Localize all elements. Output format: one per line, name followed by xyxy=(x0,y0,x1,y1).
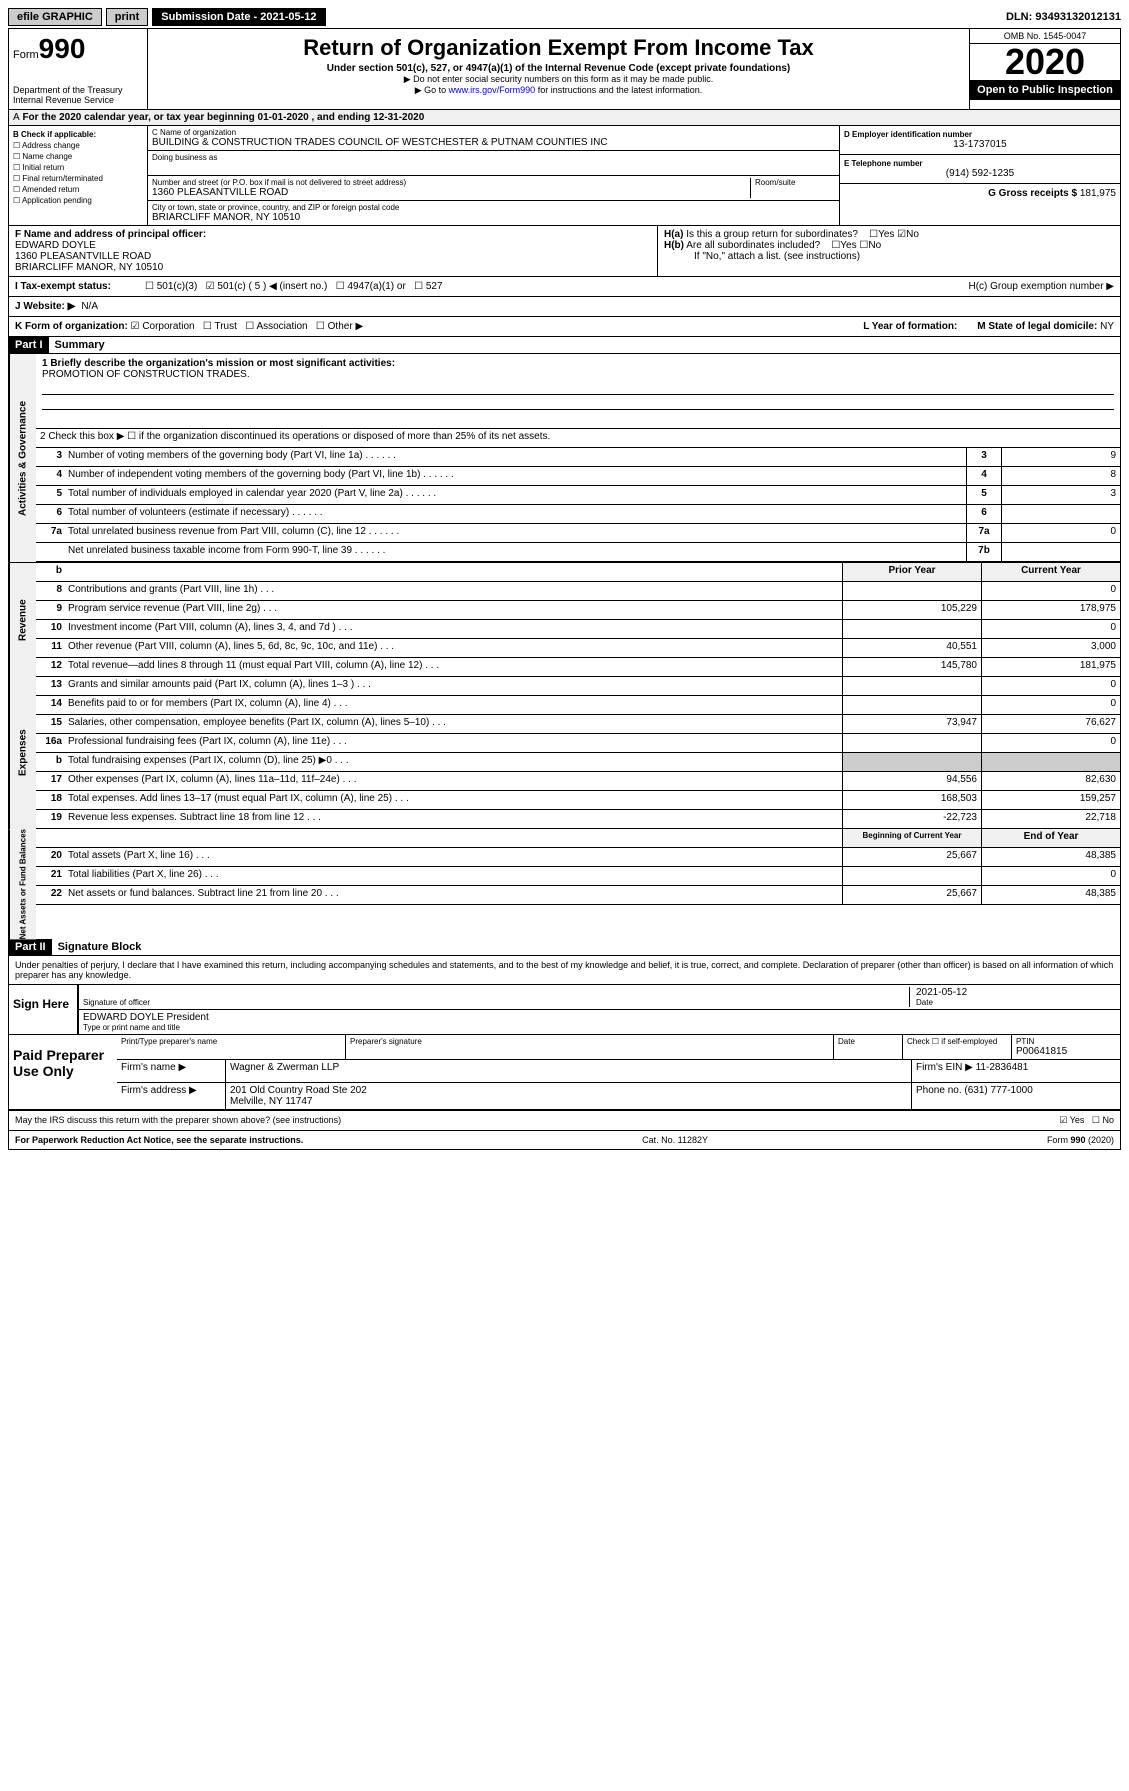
subtitle-2: ▶ Do not enter social security numbers o… xyxy=(152,74,965,85)
ptin: P00641815 xyxy=(1016,1046,1116,1057)
sign-date: 2021-05-12 xyxy=(916,987,1116,998)
summary-row: 13Grants and similar amounts paid (Part … xyxy=(36,677,1120,696)
ein-value: 13-1737015 xyxy=(844,139,1116,150)
summary-row: 20Total assets (Part X, line 16) . . .25… xyxy=(36,848,1120,867)
check-applicable: B Check if applicable: ☐ Address change … xyxy=(9,126,148,225)
officer-name: EDWARD DOYLE xyxy=(15,240,651,251)
irs-link[interactable]: www.irs.gov/Form990 xyxy=(449,85,536,95)
summary-row: 9Program service revenue (Part VIII, lin… xyxy=(36,601,1120,620)
summary-row: 12Total revenue—add lines 8 through 11 (… xyxy=(36,658,1120,677)
form-number: Form990 xyxy=(13,33,143,65)
efile-label: efile GRAPHIC xyxy=(8,8,102,26)
firm-phone: (631) 777-1000 xyxy=(964,1085,1032,1096)
summary-row: 3Number of voting members of the governi… xyxy=(36,448,1120,467)
vert-expenses: Expenses xyxy=(9,677,36,829)
subtitle-3: ▶ Go to www.irs.gov/Form990 for instruct… xyxy=(152,85,965,96)
subtitle-1: Under section 501(c), 527, or 4947(a)(1)… xyxy=(152,63,965,74)
org-city: BRIARCLIFF MANOR, NY 10510 xyxy=(152,212,835,223)
footer-right: Form 990 (2020) xyxy=(1047,1135,1114,1145)
phone-value: (914) 592-1235 xyxy=(844,168,1116,179)
paid-preparer-label: Paid Preparer Use Only xyxy=(9,1035,117,1109)
h-c: H(c) Group exemption number ▶ xyxy=(968,281,1114,292)
summary-row: 14Benefits paid to or for members (Part … xyxy=(36,696,1120,715)
period-row: A For the 2020 calendar year, or tax yea… xyxy=(9,110,1120,126)
h-b: H(b) Are all subordinates included? ☐Yes… xyxy=(664,240,1114,251)
summary-row: 15Salaries, other compensation, employee… xyxy=(36,715,1120,734)
firm-name: Wagner & Zwerman LLP xyxy=(226,1060,912,1082)
footer-left: For Paperwork Reduction Act Notice, see … xyxy=(15,1135,303,1145)
summary-row: 10Investment income (Part VIII, column (… xyxy=(36,620,1120,639)
summary-row: Net unrelated business taxable income fr… xyxy=(36,543,1120,562)
summary-row: 11Other revenue (Part VIII, column (A), … xyxy=(36,639,1120,658)
perjury-text: Under penalties of perjury, I declare th… xyxy=(9,956,1120,985)
footer-catno: Cat. No. 11282Y xyxy=(642,1135,708,1145)
summary-row: 8Contributions and grants (Part VIII, li… xyxy=(36,582,1120,601)
dln-label: DLN: 93493132012131 xyxy=(1006,11,1121,23)
form-990: Form990 Department of the Treasury Inter… xyxy=(8,28,1121,1150)
summary-row: 22Net assets or fund balances. Subtract … xyxy=(36,886,1120,905)
sign-here: Sign Here xyxy=(9,985,77,1034)
firm-ein: 11-2836481 xyxy=(976,1062,1029,1073)
part1-header: Part I xyxy=(9,337,49,353)
summary-row: 6Total number of volunteers (estimate if… xyxy=(36,505,1120,524)
vert-net: Net Assets or Fund Balances xyxy=(9,829,36,939)
website-value: N/A xyxy=(75,301,98,312)
summary-row: 5Total number of individuals employed in… xyxy=(36,486,1120,505)
summary-row: 19Revenue less expenses. Subtract line 1… xyxy=(36,810,1120,829)
org-address: 1360 PLEASANTVILLE ROAD xyxy=(152,187,750,198)
domicile: NY xyxy=(1100,321,1114,332)
org-name: BUILDING & CONSTRUCTION TRADES COUNCIL O… xyxy=(152,137,835,148)
discuss-answer: ☑ Yes ☐ No xyxy=(1059,1115,1114,1126)
vert-revenue: Revenue xyxy=(9,563,36,677)
open-public: Open to Public Inspection xyxy=(970,80,1120,100)
summary-row: 21Total liabilities (Part X, line 26) . … xyxy=(36,867,1120,886)
summary-row: bTotal fundraising expenses (Part IX, co… xyxy=(36,753,1120,772)
vert-governance: Activities & Governance xyxy=(9,354,36,562)
dept-label: Department of the Treasury xyxy=(13,85,143,95)
k-form-org: K Form of organization: ☑ Corporation ☐ … xyxy=(15,321,363,332)
summary-row: 16aProfessional fundraising fees (Part I… xyxy=(36,734,1120,753)
submission-date: Submission Date - 2021-05-12 xyxy=(152,8,325,26)
h-a: H(a) Is this a group return for subordin… xyxy=(664,229,1114,240)
mission-text: PROMOTION OF CONSTRUCTION TRADES. xyxy=(42,369,1114,380)
topbar: efile GRAPHIC print Submission Date - 20… xyxy=(8,8,1121,26)
irs-label: Internal Revenue Service xyxy=(13,95,143,105)
tax-year: 2020 xyxy=(970,44,1120,80)
print-button[interactable]: print xyxy=(106,8,148,26)
summary-row: 18Total expenses. Add lines 13–17 (must … xyxy=(36,791,1120,810)
summary-row: 17Other expenses (Part IX, column (A), l… xyxy=(36,772,1120,791)
officer-sig-name: EDWARD DOYLE President xyxy=(83,1012,1116,1023)
summary-row: 7aTotal unrelated business revenue from … xyxy=(36,524,1120,543)
gross-receipts: 181,975 xyxy=(1080,188,1116,199)
form-title: Return of Organization Exempt From Incom… xyxy=(152,35,965,61)
discuss-text: May the IRS discuss this return with the… xyxy=(15,1115,341,1126)
tax-status: ☐ 501(c)(3) ☑ 501(c) ( 5 ) ◀ (insert no.… xyxy=(145,281,443,292)
part2-header: Part II xyxy=(9,939,52,955)
summary-row: 4Number of independent voting members of… xyxy=(36,467,1120,486)
